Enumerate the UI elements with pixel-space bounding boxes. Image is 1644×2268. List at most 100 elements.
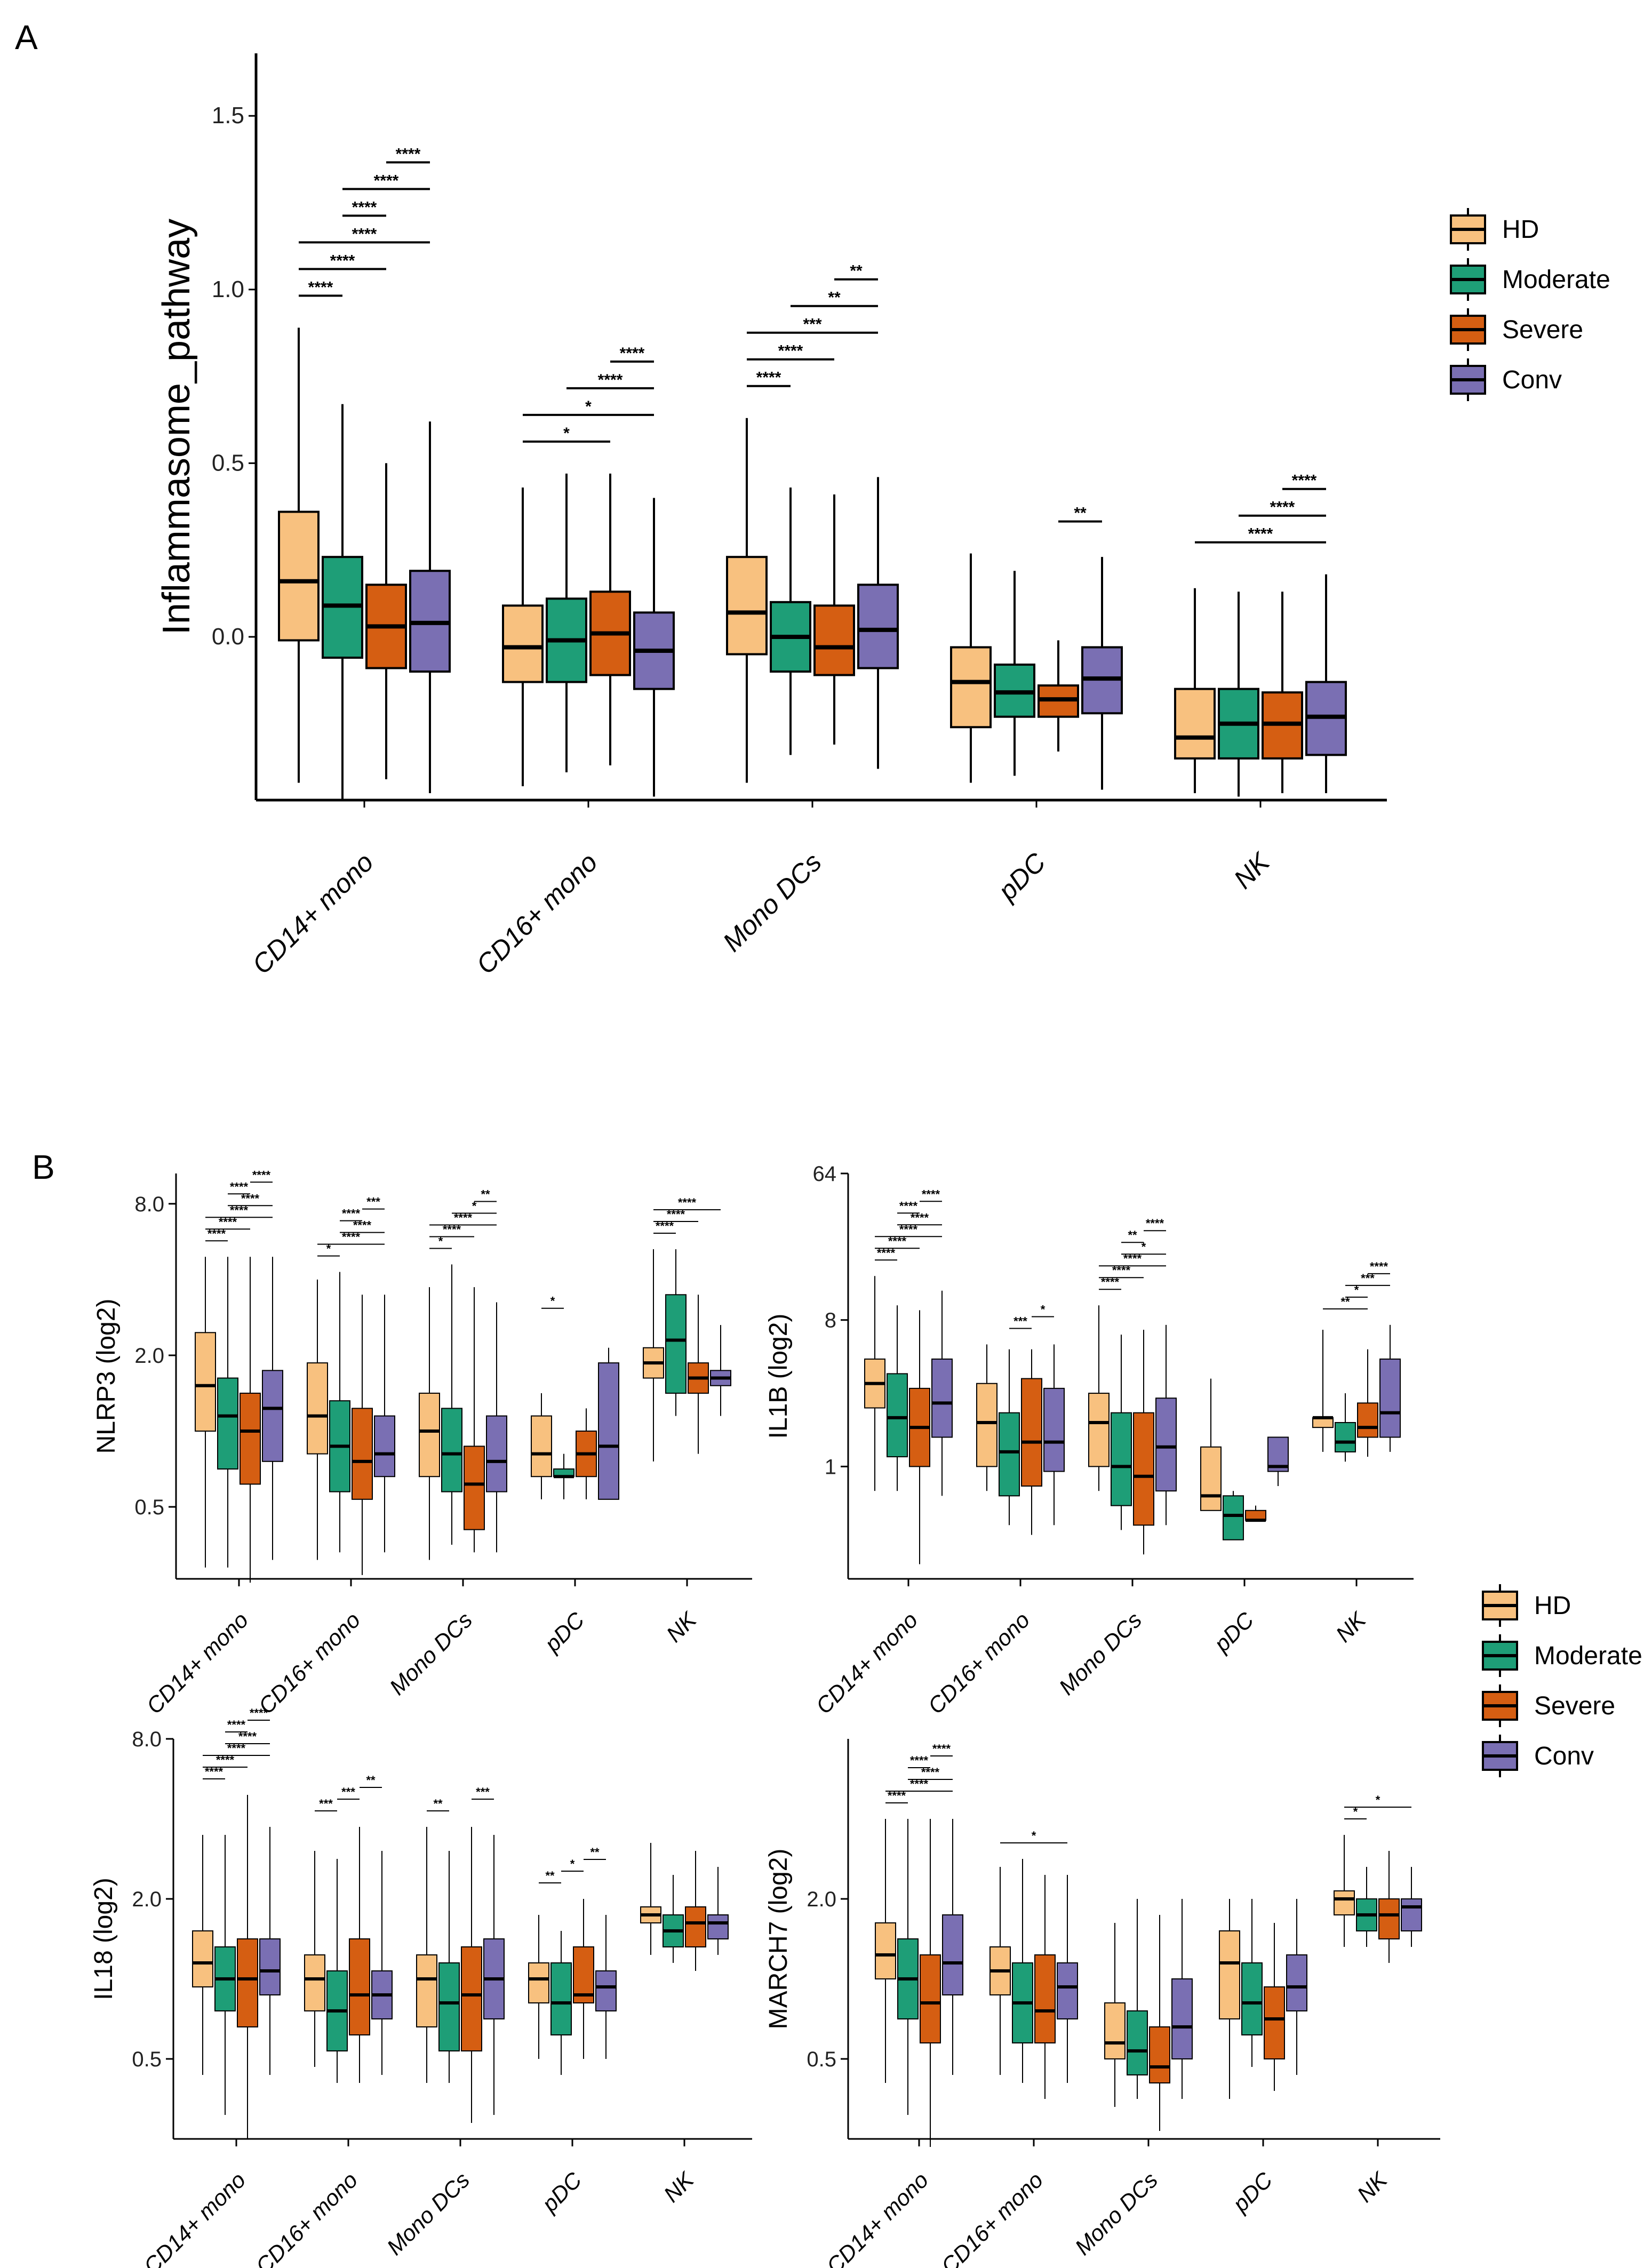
- significance-label: ***: [366, 1195, 380, 1209]
- y-tick-label: 1: [825, 1455, 836, 1479]
- x-tick-label: Mono DCs: [382, 2167, 475, 2260]
- significance-label: ****: [778, 342, 803, 360]
- y-tick-label: 2.0: [807, 1888, 836, 1911]
- significance-label: ****: [396, 145, 421, 163]
- y-axis-title: IL1B (log2): [764, 1314, 793, 1439]
- y-tick-label: 1.5: [212, 102, 244, 129]
- significance-label: **: [590, 1846, 600, 1859]
- box-severe: [1264, 1986, 1285, 2059]
- significance-label: ****: [678, 1196, 697, 1209]
- significance-label: **: [1128, 1228, 1137, 1242]
- x-tick-label: pDC: [536, 2167, 587, 2218]
- y-tick-label: 8: [825, 1309, 836, 1332]
- significance-label: *: [472, 1199, 477, 1212]
- significance-label: ****: [374, 172, 399, 189]
- significance-label: ****: [910, 1754, 929, 1767]
- box-moderate: [1111, 1412, 1132, 1506]
- significance-label: ****: [756, 369, 781, 387]
- box-moderate: [1241, 1962, 1263, 2035]
- box-hd: [528, 1962, 549, 2003]
- box-hd: [304, 1954, 325, 2011]
- box-severe: [461, 1946, 482, 2051]
- legend-bottom: HD Moderate Severe Conv: [1482, 1584, 1642, 1777]
- significance-label: ****: [1270, 499, 1295, 516]
- significance-label: **: [1074, 505, 1087, 522]
- significance-label: ****: [342, 1207, 361, 1220]
- significance-label: ***: [476, 1785, 490, 1799]
- box-hd: [726, 556, 768, 656]
- x-tick-label: CD14+ mono: [246, 847, 379, 980]
- box-conv: [1043, 1387, 1065, 1472]
- y-tick-label: 0.5: [134, 1496, 164, 1519]
- box-moderate: [999, 1412, 1020, 1497]
- box-hd: [976, 1383, 997, 1467]
- significance-label: *: [326, 1242, 331, 1256]
- y-tick-label: 0.5: [212, 450, 244, 476]
- y-axis-title: Inflammasome_pathway: [155, 219, 198, 635]
- x-tick-label: Mono DCs: [1054, 1607, 1147, 1700]
- box-severe: [920, 1954, 941, 2043]
- box-hd: [1200, 1446, 1222, 1511]
- significance-label: ****: [620, 345, 645, 362]
- significance-label: *: [563, 425, 570, 442]
- x-tick-label: pDC: [539, 1607, 589, 1658]
- significance-label: ****: [230, 1180, 249, 1193]
- legend-label-severe: Severe: [1534, 1692, 1615, 1720]
- significance-label: ****: [899, 1199, 918, 1212]
- significance-label: *: [438, 1234, 443, 1248]
- y-axis-title: IL18 (log2): [90, 1878, 118, 2000]
- x-tick-label: pDC: [1227, 2167, 1278, 2218]
- box-conv: [374, 1415, 395, 1478]
- significance-label: **: [545, 1869, 555, 1882]
- x-tick-label: NK: [659, 2167, 699, 2207]
- box-moderate: [1335, 1422, 1356, 1452]
- x-tick-label: CD14+ mono: [139, 2167, 250, 2268]
- significance-label: *: [1354, 1283, 1359, 1297]
- x-tick-label: CD16+ mono: [253, 1607, 365, 1719]
- y-tick-label: 8.0: [134, 1193, 164, 1216]
- box-severe: [1034, 1954, 1056, 2043]
- legend-top: HD Moderate Severe Conv: [1450, 208, 1610, 401]
- y-tick-label: 64: [813, 1162, 837, 1186]
- box-conv: [1401, 1898, 1422, 1931]
- box-conv: [1171, 1978, 1193, 2059]
- significance-label: ****: [598, 371, 623, 389]
- x-tick-label: NK: [1228, 846, 1276, 895]
- y-tick-label: 0.0: [212, 624, 244, 650]
- significance-label: ****: [252, 1168, 271, 1181]
- box-severe: [237, 1938, 258, 2027]
- box-moderate: [887, 1373, 908, 1458]
- box-hd: [419, 1392, 440, 1478]
- significance-label: ****: [1248, 525, 1273, 543]
- legend-label-moderate: Moderate: [1502, 266, 1610, 294]
- x-tick-label: CD16+ mono: [936, 2167, 1048, 2268]
- x-tick-label: NK: [661, 1607, 702, 1647]
- significance-label: ****: [250, 1706, 268, 1720]
- y-tick-label: 2.0: [132, 1888, 162, 1911]
- x-tick-label: CD16+ mono: [470, 847, 603, 980]
- box-conv: [1286, 1954, 1307, 2011]
- box-severe: [464, 1446, 485, 1530]
- y-tick-label: 2.0: [134, 1344, 164, 1368]
- il1b-chart: 1 8 64 IL1B (log2) CD14+ mono CD16+ mono Mono …: [764, 1162, 1414, 1719]
- box-severe: [1149, 2026, 1170, 2083]
- significance-label: ****: [308, 278, 333, 296]
- significance-label: *: [1376, 1793, 1380, 1807]
- box-conv: [262, 1370, 283, 1462]
- box-hd: [416, 1954, 437, 2027]
- significance-label: *: [585, 398, 592, 416]
- y-tick-label: 0.5: [132, 2048, 162, 2071]
- x-tick-label: CD16+ mono: [923, 1607, 1034, 1719]
- march7-chart: 0.5 2.0 MARCH7 (log2) CD14+ mono CD16+ mono M…: [764, 1739, 1440, 2268]
- significance-label: ****: [932, 1742, 951, 1755]
- box-conv: [598, 1362, 619, 1500]
- significance-label: ****: [352, 198, 377, 216]
- box-severe: [813, 604, 855, 676]
- x-tick-label: pDC: [992, 847, 1051, 907]
- box-severe: [1357, 1402, 1378, 1438]
- y-tick-label: 1.0: [212, 276, 244, 302]
- box-hd: [307, 1362, 328, 1455]
- box-hd: [502, 604, 544, 683]
- box-conv: [595, 1970, 617, 2011]
- box-hd: [1219, 1930, 1240, 2019]
